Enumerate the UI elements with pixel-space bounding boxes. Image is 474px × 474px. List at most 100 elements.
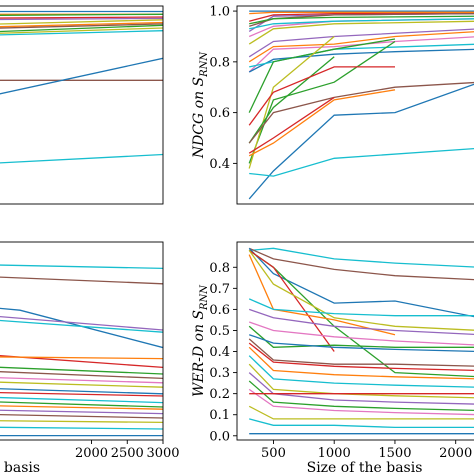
series-line-2 [248, 247, 474, 318]
x-tick-label: 1500 [378, 446, 411, 461]
y-tick-label: 0.0 [209, 429, 230, 444]
series-line-1 [248, 247, 474, 281]
x-axis-label: Size of the basis [307, 460, 423, 474]
series-line-18 [248, 380, 474, 412]
y-tick-label: 0.6 [209, 303, 230, 318]
x-tick-label: 2500 [111, 446, 144, 461]
series-line-3 [248, 249, 474, 378]
series-line-4 [0, 17, 163, 21]
y-axis-label: NDCG on SRNN [191, 51, 210, 160]
y-tick-label: 0.4 [209, 157, 230, 172]
series-line-8 [248, 308, 474, 336]
series-line-20 [248, 96, 335, 154]
series-line-19 [248, 66, 395, 126]
series-group [0, 264, 163, 437]
series-line-11 [248, 36, 474, 73]
chart-bottom-left: 2000 2500 3000 basis [0, 241, 180, 474]
chart-top-right: 0.4 0.6 0.8 1.0 NDCG on SRNN [191, 5, 474, 205]
series-group [248, 247, 474, 435]
series-line-19 [248, 388, 474, 416]
series-line-5 [248, 250, 474, 331]
series-line-10 [0, 27, 163, 34]
series-line-5 [0, 355, 163, 369]
series-line-1 [0, 276, 163, 285]
series-line-10 [248, 31, 474, 63]
y-tick-label: 0.5 [209, 324, 230, 339]
series-line-4 [0, 319, 163, 333]
series-line-11 [248, 334, 474, 353]
series-line-15 [248, 355, 474, 388]
series-line-18 [248, 81, 474, 144]
series-line-6 [248, 254, 396, 336]
series-line-12 [248, 48, 474, 73]
y-axis-label: WER-D on SRNN [191, 284, 210, 397]
series-line-18 [0, 420, 163, 424]
series-line-17 [248, 372, 474, 405]
series-line-19 [0, 426, 163, 430]
series-line-7 [0, 366, 163, 375]
series-line-7 [248, 298, 474, 317]
x-tick-label: 3000 [146, 446, 179, 461]
series-line-21 [249, 418, 474, 429]
series-line-15 [248, 40, 396, 164]
series-line-3 [0, 315, 163, 331]
axes-frame [236, 5, 474, 205]
y-tick-label: 0.1 [209, 408, 230, 423]
x-tick-label: 2000 [439, 446, 472, 461]
chart-bottom-right: 0.0 0.1 0.2 0.3 0.4 0.5 0.6 0.7 0.8 500 1000 1500 20… [191, 241, 474, 474]
y-tick-label: 0.6 [209, 106, 230, 121]
series-line-14 [248, 38, 396, 113]
x-axis-label: basis [4, 460, 40, 474]
x-tick-label: 2000 [75, 446, 108, 461]
series-group [248, 10, 474, 200]
series-line-15 [0, 405, 163, 410]
x-tick-label: 500 [261, 446, 286, 461]
series-line-0 [0, 264, 163, 270]
series-line-9 [0, 30, 163, 36]
series-line-10 [0, 381, 163, 388]
series-line-0 [249, 247, 474, 268]
axes-frame [0, 241, 164, 441]
series-line-7 [0, 23, 163, 29]
series-line-12 [0, 57, 163, 95]
series-line-16 [248, 36, 335, 169]
x-tick-label: 1000 [318, 446, 351, 461]
series-line-11 [0, 388, 163, 395]
series-line-4 [249, 13, 474, 27]
series-line-17 [248, 56, 335, 144]
series-line-13 [248, 342, 474, 372]
y-tick-label: 0.2 [209, 387, 230, 402]
series-line-13 [0, 396, 163, 404]
series-line-7 [248, 20, 474, 45]
series-line-6 [0, 356, 163, 360]
series-line-12 [248, 338, 474, 367]
series-line-9 [248, 321, 474, 346]
axes-frame [0, 5, 164, 205]
series-line-8 [249, 18, 474, 30]
series-line-2 [0, 13, 163, 16]
series-line-23 [249, 147, 474, 177]
chart-top-left [0, 5, 164, 205]
series-line-4 [248, 249, 335, 352]
y-tick-label: 0.3 [209, 366, 230, 381]
series-line-22 [248, 83, 474, 200]
series-line-9 [248, 28, 474, 58]
series-line-5 [249, 15, 474, 25]
series-line-3 [0, 16, 163, 19]
series-line-14 [0, 401, 163, 408]
y-tick-label: 0.4 [209, 345, 230, 360]
series-line-2 [0, 307, 163, 349]
y-tick-label: 0.8 [209, 55, 230, 70]
series-line-6 [0, 21, 163, 28]
series-line-1 [249, 11, 474, 15]
series-group [0, 10, 163, 164]
series-line-12 [0, 392, 163, 397]
series-line-8 [0, 24, 163, 33]
series-line-9 [0, 377, 163, 384]
series-line-14 [248, 346, 474, 380]
series-line-16 [0, 409, 163, 415]
series-line-17 [0, 414, 163, 419]
series-line-20 [248, 405, 474, 420]
axes-frame [236, 241, 474, 441]
